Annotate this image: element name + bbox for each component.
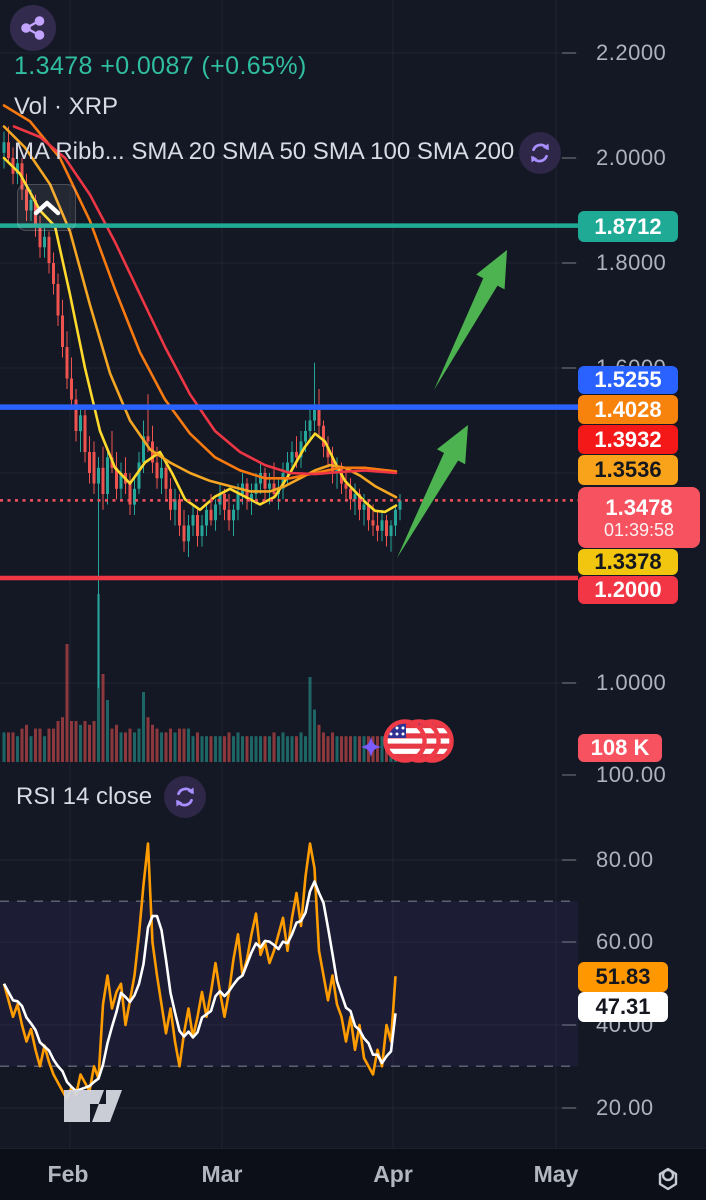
price-pill-14028: 1.4028 (578, 395, 678, 424)
axis-label: 2.2000 (596, 40, 667, 65)
price-pill-13932: 1.3932 (578, 425, 678, 454)
rsi-study-label[interactable]: RSI 14 close (16, 783, 153, 810)
annotation-arrow-up (397, 425, 468, 558)
ma-ribbon-reload-button[interactable] (519, 132, 561, 174)
settings-gear-icon[interactable] (644, 1155, 684, 1195)
volume-study-label[interactable]: Vol · XRP (14, 93, 119, 120)
annotation-arrow-up (434, 250, 507, 390)
chevron-up-icon (33, 200, 60, 215)
axis-label: 2.0000 (596, 145, 667, 170)
price-pill-5183: 51.83 (578, 962, 668, 992)
price-pill-12000: 1.2000 (578, 576, 678, 604)
hexagon-hole (661, 1168, 675, 1182)
refresh-icon (531, 143, 549, 163)
price-pill-4731: 47.31 (578, 992, 668, 1022)
share-button[interactable] (10, 5, 56, 51)
hexagon (658, 1167, 678, 1191)
refresh-icon (176, 787, 194, 807)
time-axis-label-may: May (533, 1161, 579, 1187)
axis-label: 100.00 (596, 762, 667, 787)
volume-bars (2, 594, 402, 762)
last-price-readout: 1.3478 +0.0087 (+0.65%) (14, 52, 307, 80)
axis-label: 1.8000 (596, 250, 667, 275)
price-pill-13536: 1.3536 (578, 455, 678, 485)
price-pill-18712: 1.8712 (578, 211, 678, 242)
price-pill-13378: 1.3378 (578, 549, 678, 575)
price-pill-108K: 108 K (578, 734, 662, 762)
axis-label: 60.00 (596, 929, 654, 954)
time-axis-label-mar: Mar (201, 1161, 243, 1187)
rsi-reload-button[interactable] (164, 776, 206, 818)
axis-label: 20.00 (596, 1095, 654, 1120)
time-axis-label-feb: Feb (47, 1161, 89, 1187)
price-pill-15255: 1.5255 (578, 366, 678, 394)
ma-ribbon-study-label[interactable]: MA Ribb... SMA 20 SMA 50 SMA 100 SMA 200 (14, 138, 515, 165)
axis-label: 80.00 (596, 847, 654, 872)
price-pill-13478: 1.3478 01:39:58 (578, 487, 700, 548)
share-icon (21, 16, 45, 40)
sparkle-icon (361, 737, 381, 757)
time-axis-label-apr: Apr (373, 1161, 413, 1187)
collapse-legend-button[interactable] (17, 184, 76, 231)
tradingview-logo (64, 1090, 122, 1122)
time-axis[interactable]: Feb Mar Apr May (0, 1148, 706, 1200)
axis-label: 1.0000 (596, 670, 667, 695)
